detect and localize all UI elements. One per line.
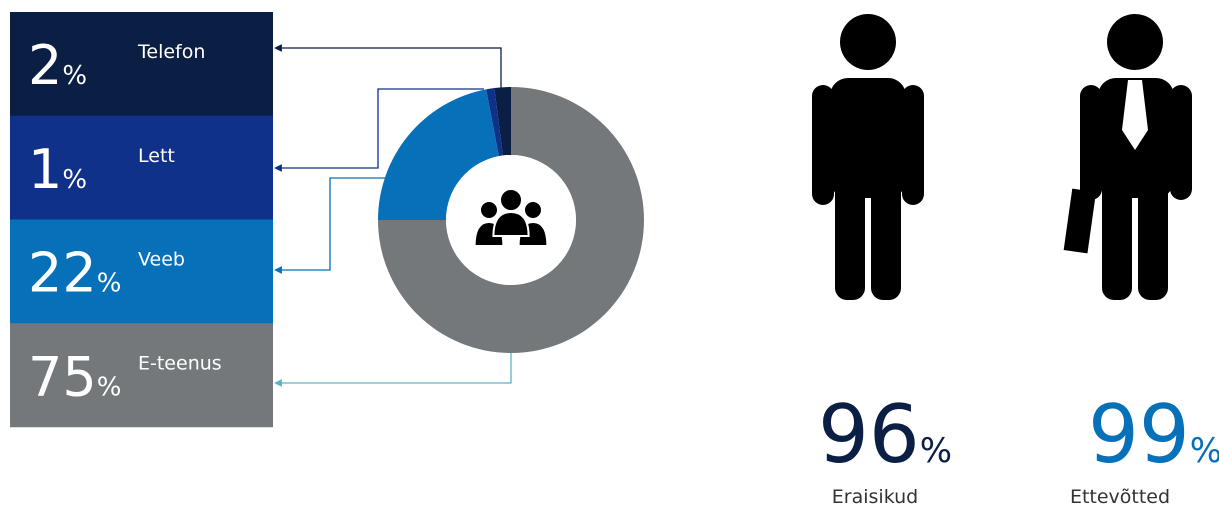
stat-value: 96% [818,388,952,481]
value-number: 2 [28,34,62,97]
value-unit: % [62,61,87,91]
icon-head [479,200,499,220]
stat-number: 96 [818,388,920,481]
person-icon [812,14,924,300]
value-unit: % [97,372,122,402]
value-label: 2% [28,34,87,97]
legend-box [10,115,273,220]
stat-unit: % [1190,431,1219,471]
legend-box [10,323,273,428]
businessman-icon [1063,14,1192,300]
connectors [274,44,512,387]
legend-label: E-teenus [138,352,222,374]
donut-segment [378,89,499,220]
stat-unit: % [920,431,952,471]
donut-segment [378,87,644,353]
connector [274,44,502,88]
stat-number: 99 [1088,388,1190,481]
stat-value: 99% [1088,388,1219,481]
connector [274,352,512,387]
stat-label: Eraisikud [832,486,918,507]
value-number: 1 [28,138,62,201]
legend-label: Telefon [137,41,205,63]
value-label: 75% [28,345,121,408]
icon-head [523,200,543,220]
legend-box [10,12,273,116]
icon-head [499,188,523,212]
stat-label: Ettevõtted [1070,486,1170,507]
value-number: 75 [28,345,97,408]
donut-segment [494,87,511,156]
value-unit: % [97,269,122,299]
donut-segment [486,88,503,157]
value-label: 1% [28,138,87,201]
icon-body [492,210,530,237]
value-unit: % [62,165,87,195]
value-label: 22% [28,242,121,305]
value-number: 22 [28,242,97,305]
connector [274,88,484,172]
legend-label: Lett [138,145,175,167]
legend-label: Veeb [138,249,185,271]
group-icon [473,188,549,247]
legend-box [10,219,273,324]
connector [274,177,386,274]
